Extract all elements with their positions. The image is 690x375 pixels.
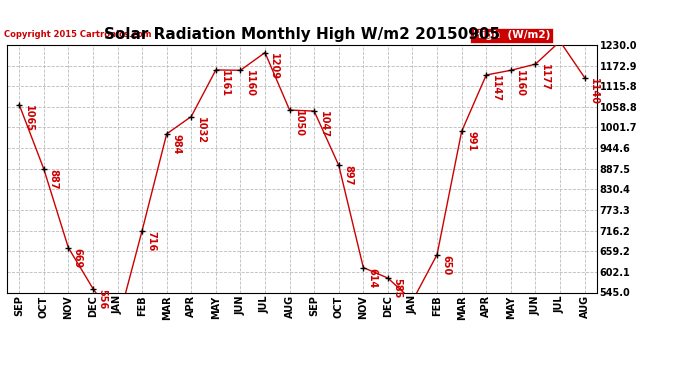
Text: 991: 991: [466, 131, 476, 152]
Text: 1240: 1240: [0, 374, 1, 375]
Text: 1140: 1140: [589, 78, 599, 105]
Text: 897: 897: [343, 165, 353, 186]
Text: 614: 614: [368, 268, 377, 288]
Text: 459: 459: [0, 374, 1, 375]
Text: 1032: 1032: [196, 117, 206, 144]
Text: 669: 669: [72, 248, 83, 268]
Text: 1047: 1047: [319, 111, 328, 138]
Title: Solar Radiation Monthly High W/m2 20150905: Solar Radiation Monthly High W/m2 201509…: [104, 27, 500, 42]
Text: 522: 522: [0, 374, 1, 375]
Text: 1160: 1160: [245, 70, 255, 97]
Text: 1161: 1161: [220, 70, 230, 97]
Text: 887: 887: [48, 169, 58, 189]
Text: 1209: 1209: [269, 53, 279, 80]
Text: 1050: 1050: [294, 110, 304, 137]
Text: 984: 984: [171, 134, 181, 154]
Text: 556: 556: [97, 288, 108, 309]
Text: 1065: 1065: [23, 105, 34, 132]
Text: 1160: 1160: [515, 70, 525, 97]
Text: High  (W/m2): High (W/m2): [473, 30, 551, 40]
Text: 716: 716: [146, 231, 157, 251]
Text: Copyright 2015 Cartronics.com: Copyright 2015 Cartronics.com: [4, 30, 151, 39]
Text: 650: 650: [442, 255, 451, 275]
Text: 1147: 1147: [491, 75, 501, 102]
Text: 1177: 1177: [540, 64, 550, 91]
Text: 585: 585: [393, 278, 402, 298]
